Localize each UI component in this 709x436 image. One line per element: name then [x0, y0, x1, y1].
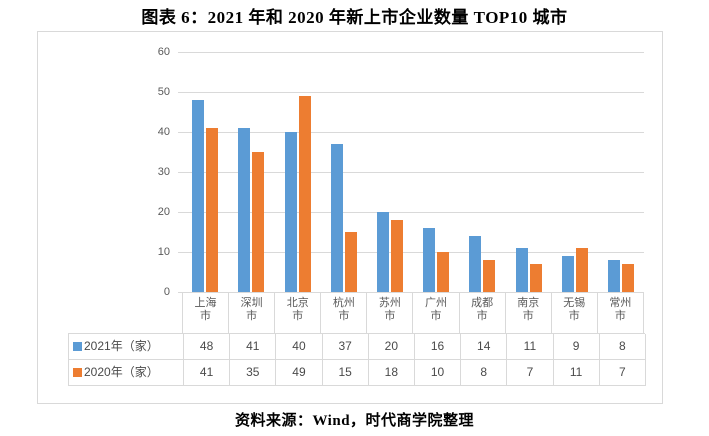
table-value: 11	[553, 360, 600, 386]
y-axis-label: 20	[157, 206, 170, 218]
y-axis-label: 30	[157, 166, 170, 178]
bar-2020年（家）-苏州市	[390, 220, 403, 292]
bar-2020年（家）-北京市	[298, 96, 311, 292]
legend-swatch	[73, 368, 82, 377]
legend-cell-2021年（家）: 2021年（家）	[69, 334, 184, 360]
legend-cell-2020年（家）: 2020年（家）	[69, 360, 184, 386]
gridline	[178, 52, 644, 53]
table-value: 14	[461, 334, 508, 360]
table-value: 18	[368, 360, 415, 386]
gridline	[178, 172, 644, 173]
gridline	[178, 132, 644, 133]
table-value: 16	[414, 334, 462, 360]
x-axis-label: 成都市	[458, 293, 505, 333]
x-axis-label: 杭州市	[320, 293, 366, 333]
table-value: 48	[184, 334, 231, 360]
y-axis-label: 60	[157, 46, 170, 58]
table-value: 35	[230, 360, 277, 386]
table-value: 8	[599, 334, 646, 360]
x-axis-label: 无锡市	[550, 293, 597, 333]
table-row: 2021年（家） 48 41 40 37 20 16 14 11 9 8	[69, 334, 646, 360]
table-value: 41	[230, 334, 277, 360]
bar-2021年（家）-北京市	[284, 132, 297, 292]
table-value: 41	[184, 360, 231, 386]
data-table: 2021年（家） 48 41 40 37 20 16 14 11 9 8 2020年（家） 41 35 49…	[68, 333, 646, 386]
bar-2020年（家）-南京市	[529, 264, 542, 292]
gridline	[178, 292, 644, 293]
table-value: 9	[553, 334, 600, 360]
gridline	[178, 252, 644, 253]
y-axis-label: 40	[157, 126, 170, 138]
table-value: 11	[507, 334, 554, 360]
bar-2021年（家）-常州市	[607, 260, 620, 292]
bar-2020年（家）-无锡市	[575, 248, 588, 292]
table-value: 20	[368, 334, 415, 360]
bar-2020年（家）-成都市	[483, 260, 496, 292]
x-axis: 上海市深圳市北京市杭州市苏州市广州市成都市南京市无锡市常州市	[182, 293, 644, 333]
bar-2021年（家）-杭州市	[330, 144, 343, 292]
table-row: 2020年（家） 41 35 49 15 18 10 8 7 11 7	[69, 360, 646, 386]
table-value: 49	[276, 360, 323, 386]
legend-label: 2020年（家）	[84, 365, 159, 379]
table-value: 10	[414, 360, 462, 386]
x-axis-label: 北京市	[274, 293, 320, 333]
source-note: 资料来源：Wind，时代商学院整理	[234, 413, 475, 429]
bar-2020年（家）-上海市	[206, 128, 219, 292]
bar-2020年（家）-深圳市	[252, 152, 265, 292]
x-axis-label: 广州市	[412, 293, 458, 333]
chart-box: 0 10 20 30 40 50 60 上海市深圳市北京市杭州市苏州市广州市成都市南京市无锡…	[37, 31, 663, 404]
bar-2021年（家）-广州市	[423, 228, 436, 292]
table-value: 7	[599, 360, 646, 386]
table-value: 8	[461, 360, 508, 386]
x-axis-label: 上海市	[182, 293, 228, 333]
bar-2021年（家）-成都市	[469, 236, 482, 292]
bar-2020年（家）-常州市	[621, 264, 634, 292]
bar-2020年（家）-广州市	[437, 252, 450, 292]
x-axis-label: 南京市	[504, 293, 551, 333]
chart-title: 图表 6：2021 年和 2020 年新上市企业数量 TOP10 城市	[141, 8, 568, 27]
gridline	[178, 92, 644, 93]
table-value: 7	[507, 360, 554, 386]
bar-2021年（家）-深圳市	[238, 128, 251, 292]
x-axis-label: 苏州市	[366, 293, 412, 333]
bar-2021年（家）-南京市	[515, 248, 528, 292]
y-axis-label: 0	[163, 286, 170, 298]
bar-2021年（家）-无锡市	[561, 256, 574, 292]
legend-label: 2021年（家）	[84, 339, 159, 353]
x-axis-label: 深圳市	[228, 293, 274, 333]
table-value: 40	[276, 334, 323, 360]
x-axis-label: 常州市	[596, 293, 644, 333]
gridline	[178, 212, 644, 213]
y-axis-label: 50	[157, 86, 170, 98]
bar-2021年（家）-上海市	[192, 100, 205, 292]
y-axis-label: 10	[157, 246, 170, 258]
bar-2021年（家）-苏州市	[376, 212, 389, 292]
legend-swatch	[73, 342, 82, 351]
bar-2020年（家）-杭州市	[344, 232, 357, 292]
table-value: 37	[322, 334, 369, 360]
table-value: 15	[322, 360, 369, 386]
